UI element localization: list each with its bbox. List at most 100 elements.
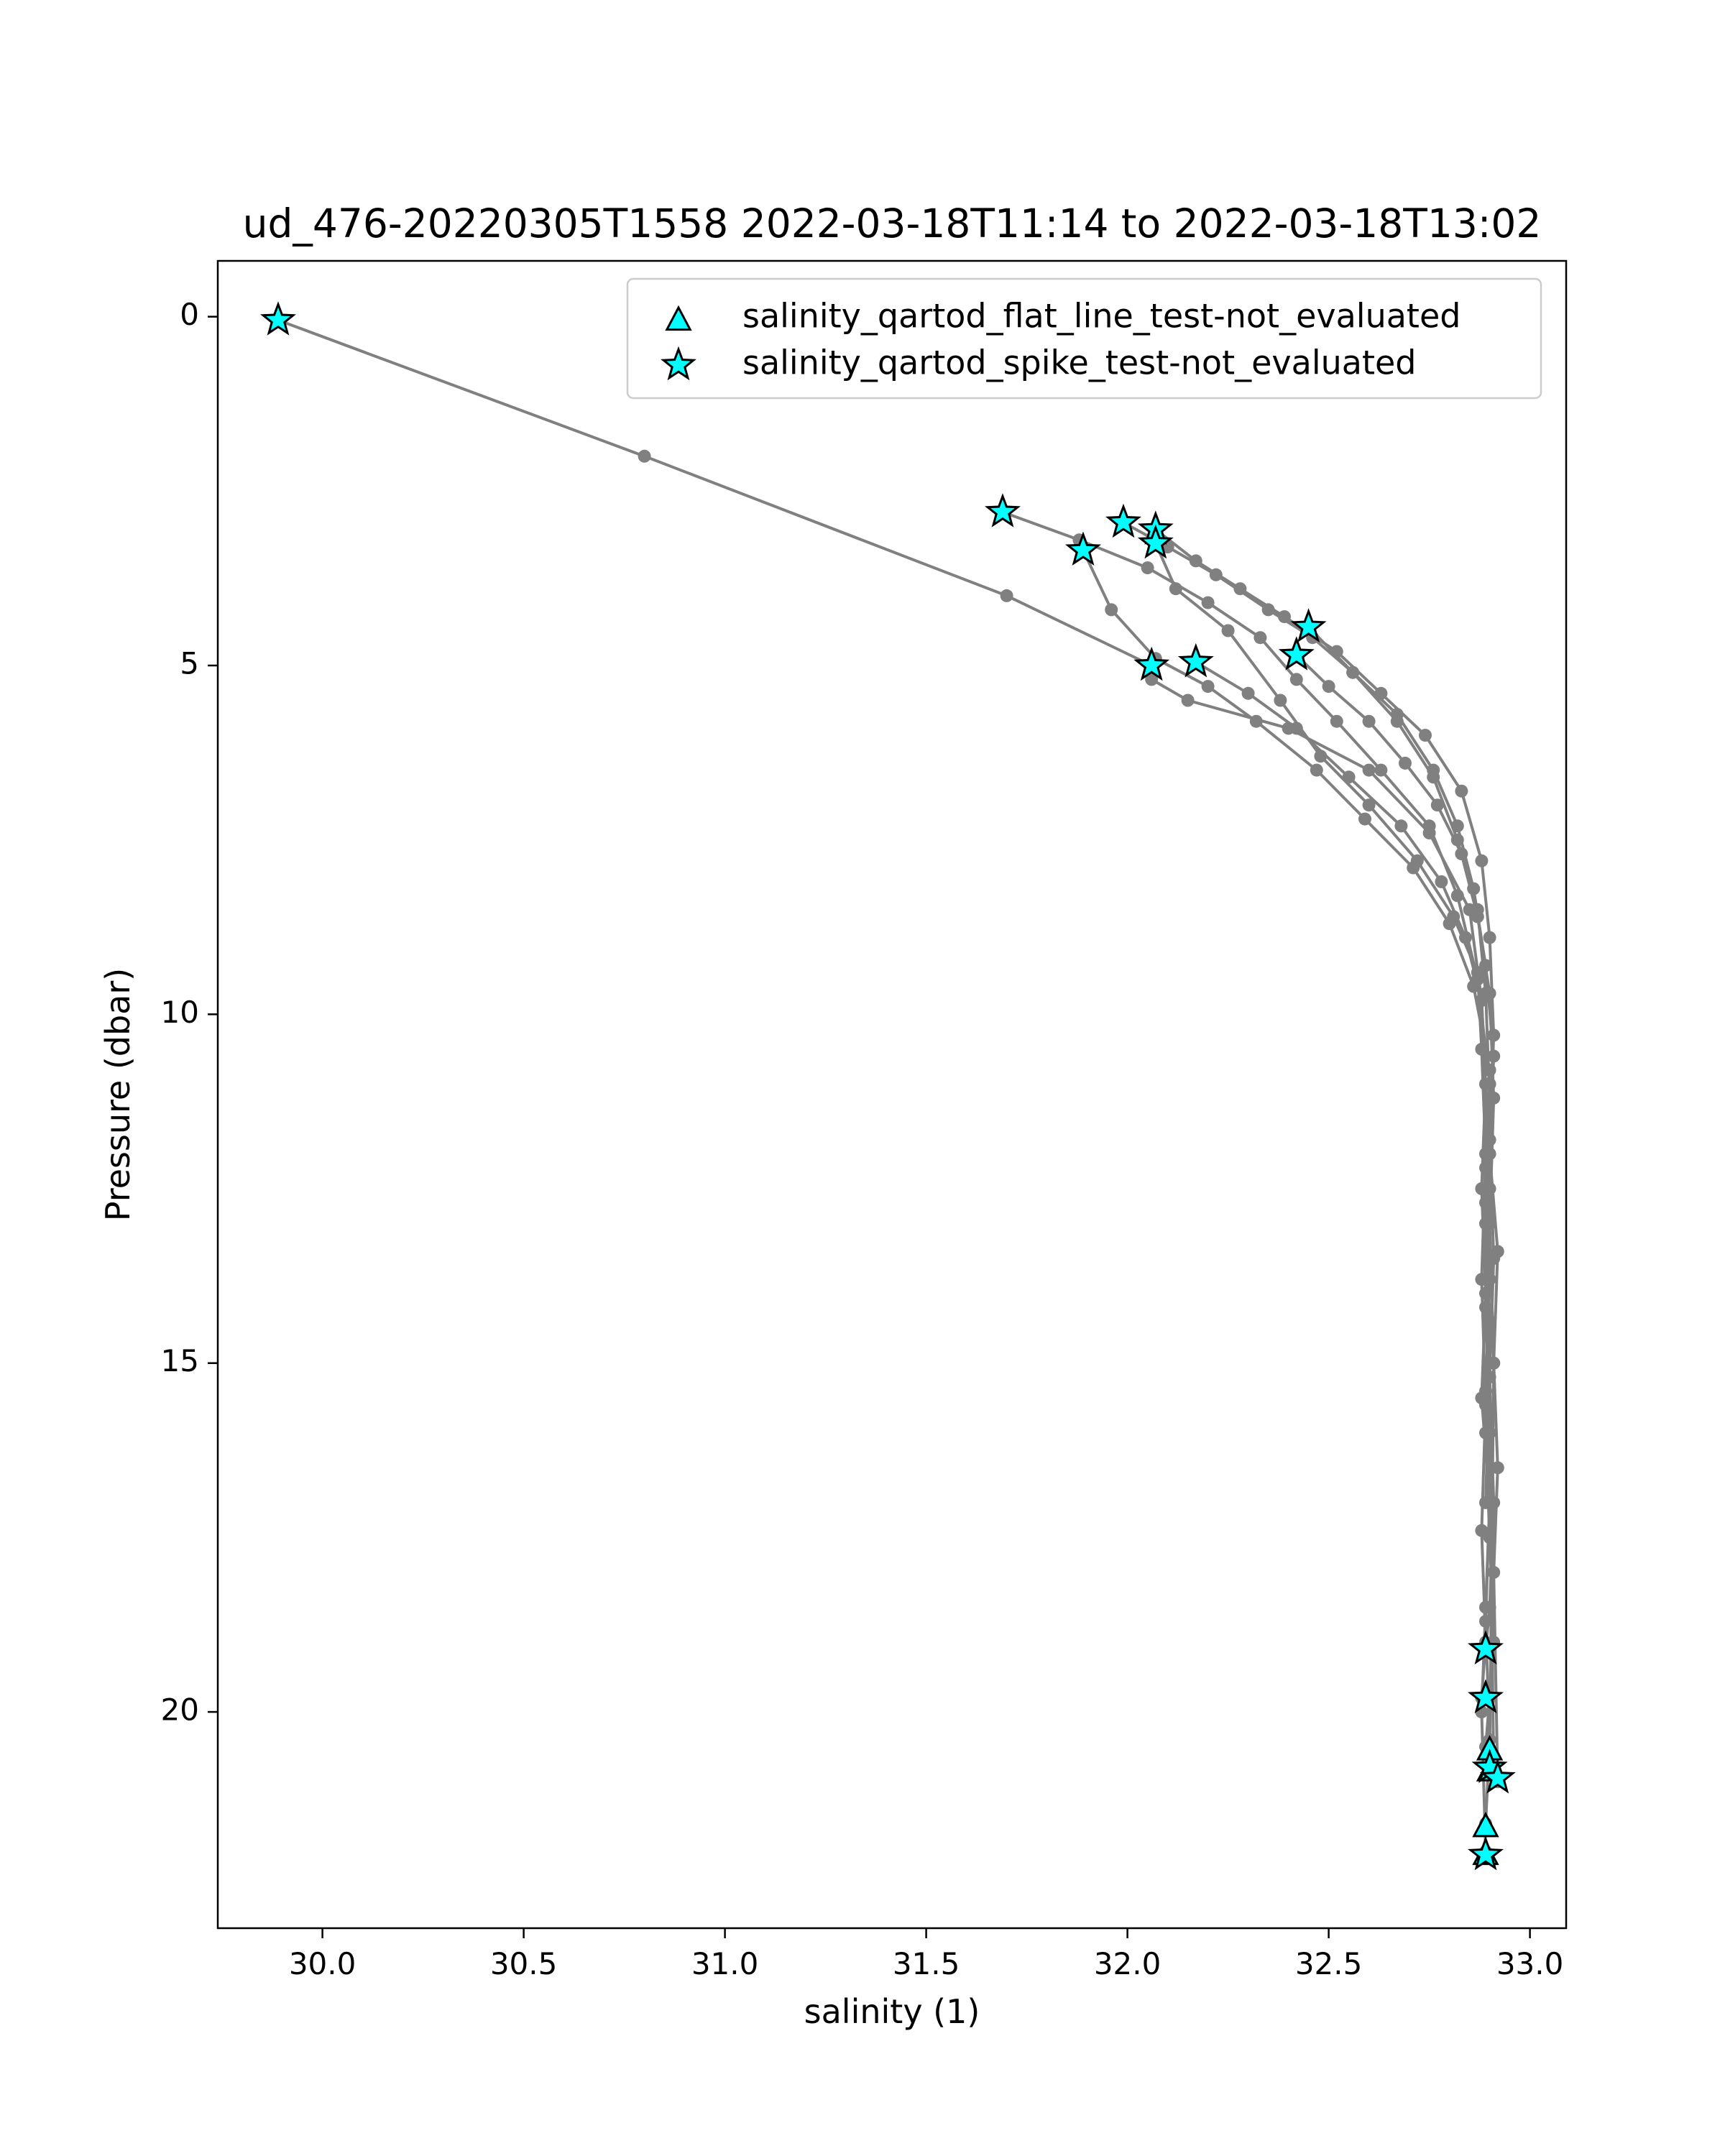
profile-point: [1358, 812, 1371, 826]
profile-point: [1479, 1496, 1492, 1509]
x-tick-label: 32.0: [1094, 1946, 1162, 1981]
spike-marker: [1177, 642, 1214, 678]
x-tick-label: 31.0: [691, 1946, 759, 1981]
profile-point: [1475, 1273, 1489, 1286]
spike-marker: [1278, 636, 1315, 671]
spike-marker: [1468, 1630, 1504, 1664]
profile-point: [1145, 673, 1159, 686]
legend-label-spike: salinity_qartod_spike_test-not_evaluated: [742, 344, 1416, 382]
profile-point: [1390, 714, 1404, 728]
profile-point: [1342, 770, 1356, 784]
spike-marker: [1105, 503, 1141, 538]
profile-point: [1455, 784, 1468, 798]
profile-point: [1419, 729, 1432, 742]
profile-point: [1475, 1524, 1489, 1537]
qc-markers: [260, 301, 1516, 1871]
y-tick-label: 20: [161, 1692, 199, 1728]
legend: salinity_qartod_flat_line_test-not_evalu…: [626, 277, 1542, 400]
profile-point: [1362, 763, 1376, 777]
legend-star-icon: [661, 346, 696, 381]
profile-point: [1346, 665, 1360, 679]
x-axis-ticks: 30.0 30.5 31.0 31.5 32.0 32.5 33.0: [289, 1928, 1564, 1981]
profile-point: [1435, 875, 1448, 888]
profile-line-6: [1154, 543, 1487, 1698]
x-tick-label: 32.5: [1295, 1946, 1363, 1981]
spike-marker: [1468, 1679, 1504, 1713]
y-tick-label: 10: [161, 995, 199, 1030]
profile-point: [1274, 694, 1287, 707]
x-tick-label: 30.5: [490, 1946, 558, 1981]
profile-point: [1483, 1091, 1496, 1105]
profile-point: [1201, 596, 1215, 609]
spike-marker: [260, 301, 296, 336]
profile-point: [1254, 631, 1267, 645]
profile-point: [1483, 1356, 1496, 1370]
profile-point: [1479, 987, 1492, 1000]
x-axis-label: salinity (1): [804, 1992, 980, 2031]
profile-point: [1374, 763, 1388, 777]
profile-point: [1201, 680, 1215, 694]
profile-point: [1422, 819, 1436, 833]
profile-point: [1450, 833, 1464, 847]
profile-point: [1233, 582, 1247, 596]
profile-point: [1330, 714, 1343, 728]
x-tick-label: 30.0: [289, 1946, 356, 1981]
profile-point: [1479, 1147, 1492, 1161]
profile-point: [1105, 603, 1118, 617]
y-tick-label: 0: [180, 297, 199, 332]
y-tick-label: 15: [161, 1343, 199, 1378]
y-axis-ticks: 0 5 10 15 20: [161, 297, 218, 1728]
legend-label-flat-line: salinity_qartod_flat_line_test-not_evalu…: [742, 297, 1460, 336]
profile-point: [1221, 624, 1235, 637]
plot-frame: [216, 259, 1568, 1930]
y-tick-label: 5: [180, 646, 199, 681]
profile-point: [1241, 686, 1255, 700]
profile-point: [1249, 714, 1263, 728]
profile-point: [1427, 770, 1440, 784]
profile-point: [1181, 694, 1195, 707]
legend-triangle-icon: [665, 305, 692, 331]
profile-point: [1169, 582, 1182, 596]
spike-marker: [1290, 608, 1327, 642]
profile-point: [1487, 1028, 1501, 1042]
profile-point: [1491, 1461, 1504, 1475]
profile-point: [1430, 798, 1444, 812]
x-tick-label: 31.5: [893, 1946, 960, 1981]
profile-point: [1141, 561, 1154, 575]
profile-point: [1410, 854, 1424, 867]
profile-point: [1471, 903, 1484, 916]
legend-marker-star: [661, 346, 696, 381]
profile-point: [1330, 645, 1343, 658]
spike-marker: [1133, 646, 1170, 681]
x-tick-label: 33.0: [1496, 1946, 1564, 1981]
y-axis-label: Pressure (dbar): [98, 968, 137, 1221]
legend-box: [626, 277, 1542, 400]
profile-lines: [272, 313, 1504, 1858]
profile-point: [1278, 610, 1291, 624]
profile-point: [1289, 673, 1303, 686]
profile-point: [1189, 554, 1202, 568]
profile-point: [1479, 1217, 1492, 1230]
profile-point: [1399, 756, 1412, 770]
profile-point: [1475, 854, 1489, 867]
spike-marker: [1468, 1835, 1504, 1871]
profile-point: [1483, 931, 1496, 944]
profile-point: [1374, 686, 1388, 700]
profile-point: [1362, 798, 1376, 812]
profile-point: [1362, 714, 1376, 728]
profile-point: [1475, 1042, 1489, 1056]
profile-line-5: [1082, 549, 1491, 1824]
spike-marker: [1137, 524, 1174, 559]
profile-point: [1310, 763, 1323, 777]
profile-point: [1394, 819, 1408, 833]
spike-marker: [1065, 531, 1101, 566]
profile-point: [638, 449, 651, 463]
spike-marker: [1479, 1759, 1516, 1794]
profile-point: [1479, 1301, 1492, 1314]
profile-point: [1261, 603, 1275, 617]
chart-title: ud_476-20220305T1558 2022-03-18T11:14 to…: [243, 201, 1542, 247]
profile-point: [1487, 1565, 1501, 1579]
profile-point: [1289, 722, 1303, 735]
profile-point: [1000, 589, 1013, 602]
